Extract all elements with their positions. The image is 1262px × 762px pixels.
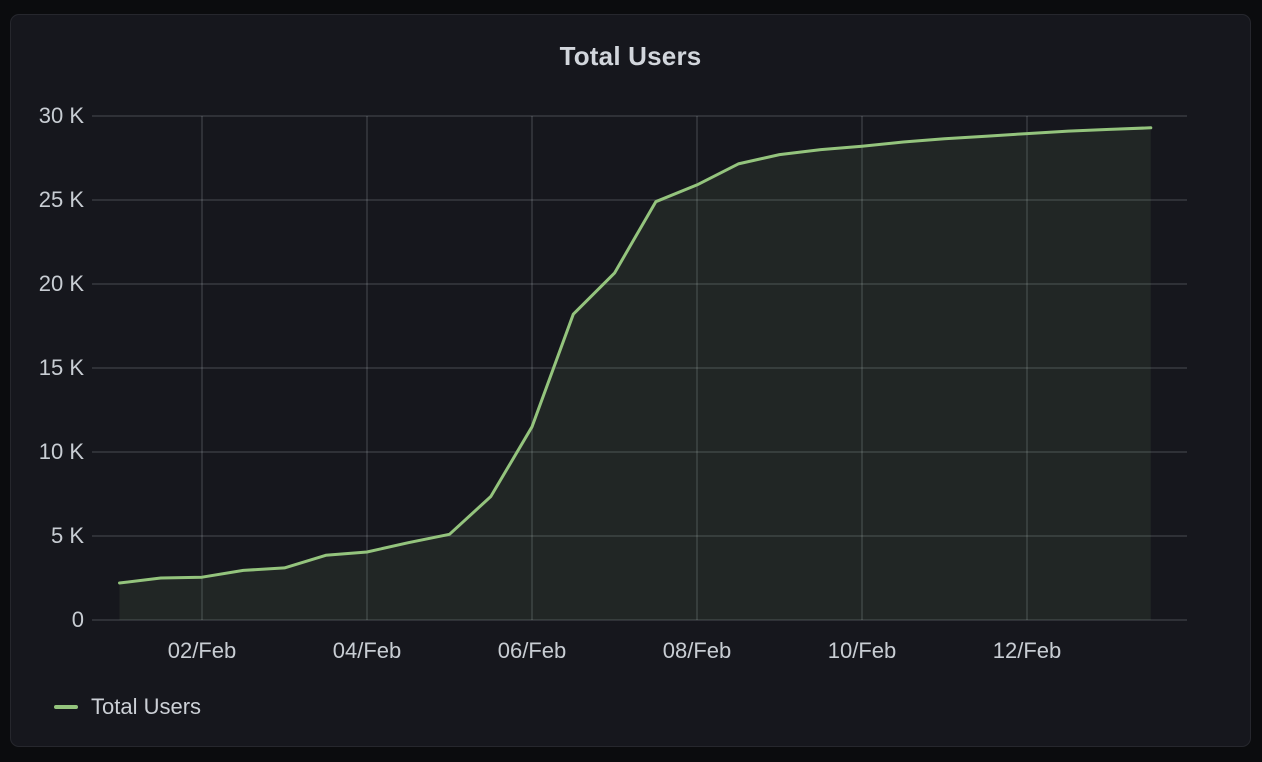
- series-area: [119, 127, 1151, 621]
- x-tick-label: 04/Feb: [332, 638, 402, 663]
- x-tick-label: 02/Feb: [167, 638, 237, 663]
- y-tick-label: 25 K: [38, 187, 84, 212]
- y-tick-label: 30 K: [38, 103, 84, 128]
- y-tick-label: 20 K: [38, 271, 84, 296]
- legend-series-label: Total Users: [91, 694, 202, 719]
- y-tick-label: 10 K: [38, 439, 84, 464]
- y-tick-label: 5 K: [50, 523, 84, 548]
- panel-title[interactable]: Total Users: [559, 41, 702, 71]
- series-line: [118, 126, 1153, 585]
- y-tick-label: 15 K: [38, 355, 84, 380]
- legend-item-total-users[interactable]: Total Users: [54, 694, 201, 720]
- legend: Total Users: [54, 694, 201, 720]
- total-users-panel: Total Users: [10, 14, 1251, 747]
- y-tick-label: 0: [71, 607, 84, 632]
- x-tick-label: 06/Feb: [497, 638, 567, 663]
- x-tick-label: 12/Feb: [992, 638, 1062, 663]
- x-tick-label: 10/Feb: [827, 638, 897, 663]
- panel-header: Total Users: [11, 41, 1250, 72]
- x-tick-label: 08/Feb: [662, 638, 732, 663]
- legend-series-marker: [54, 705, 78, 709]
